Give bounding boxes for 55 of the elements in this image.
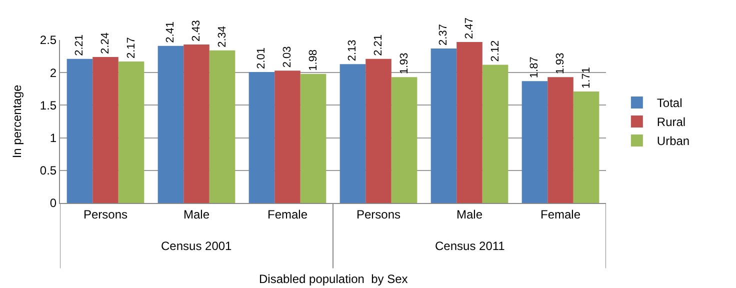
data-label: 1.93 [398, 52, 410, 74]
y-tick-label: 0.5 [40, 164, 57, 178]
x-tick-label: Male [456, 207, 483, 222]
data-label: 2.21 [372, 34, 384, 56]
data-label: 1.71 [580, 67, 592, 89]
bar [573, 92, 600, 203]
bar [482, 64, 508, 203]
data-label: 2.41 [164, 21, 177, 43]
bar [366, 58, 392, 203]
y-tick-label: 1.5 [40, 98, 57, 112]
x-tick-label: Female [267, 207, 308, 222]
data-label: 1.87 [528, 56, 541, 78]
bar [548, 77, 574, 203]
bar [456, 42, 482, 203]
data-label: 2.47 [464, 18, 476, 39]
bar [66, 58, 93, 203]
bar [248, 72, 275, 203]
data-label: 1.93 [554, 52, 566, 74]
y-tick-label: 2.5 [40, 33, 57, 48]
x-axis-title: Disabled population by Sex [259, 272, 408, 286]
bar [92, 56, 118, 203]
data-label: 2.37 [438, 24, 450, 46]
bar [522, 81, 548, 203]
data-label: 2.21 [74, 34, 86, 56]
legend-label: Rural [656, 115, 686, 130]
data-label: 2.43 [190, 20, 202, 42]
data-label: 2.24 [100, 32, 112, 54]
data-label: 2.03 [282, 46, 294, 68]
x-tick-label: Female [540, 207, 581, 222]
y-tick-label: 2 [50, 66, 57, 80]
data-label: 2.17 [125, 37, 138, 59]
bar [340, 64, 366, 203]
text: Census 2011 [435, 239, 506, 253]
data-label: 2.01 [256, 48, 268, 69]
y-tick-label: 0 [50, 196, 57, 210]
y-axis-title: In percentage [10, 84, 24, 158]
legend-label: Total [656, 96, 682, 110]
x-tick-label: Persons [83, 207, 128, 222]
x-tick-label: Persons [356, 207, 401, 222]
data-label: 2.12 [489, 40, 502, 62]
bar [430, 48, 457, 203]
data-label: 1.98 [307, 49, 320, 71]
bar [158, 46, 184, 203]
bar [300, 74, 326, 203]
data-label: 2.13 [346, 40, 359, 62]
x-tick-label: Male [183, 207, 210, 222]
bar [274, 70, 300, 203]
text: Census 2001 [161, 239, 232, 253]
bar [184, 44, 210, 203]
bar [209, 50, 236, 203]
bar [391, 77, 418, 203]
data-label: 2.34 [216, 26, 228, 48]
y-tick-label: 1 [50, 131, 57, 145]
bar [118, 62, 144, 203]
legend-label: Urban [656, 134, 690, 148]
